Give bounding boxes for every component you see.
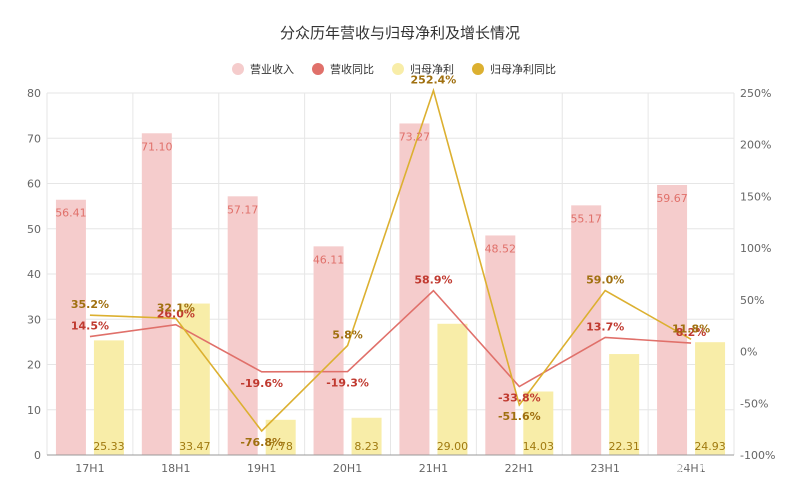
x-tick-label: 19H1	[247, 462, 276, 475]
x-tick-label: 22H1	[505, 462, 534, 475]
y-right-tick-label: -50%	[740, 397, 768, 410]
bar	[55, 199, 86, 455]
line-value-label: 14.5%	[71, 320, 109, 333]
bar	[265, 419, 296, 455]
lines	[89, 87, 692, 433]
series-line	[89, 87, 692, 433]
bar-value-label: 55.17	[570, 212, 602, 225]
line-value-label: 59.0%	[586, 274, 624, 287]
bar-value-label: 24.93	[694, 440, 726, 453]
bar-value-label: 14.03	[523, 440, 555, 453]
line-value-label: 5.8%	[332, 329, 363, 342]
x-tick-label: 17H1	[75, 462, 104, 475]
bar-value-label: 59.67	[656, 192, 688, 205]
y-right-tick-label: 50%	[740, 294, 764, 307]
line-value-label: 13.7%	[586, 320, 624, 333]
line-value-label: -76.8%	[240, 436, 283, 449]
legend-label: 归母净利同比	[490, 62, 556, 76]
y-right-tick-label: 200%	[740, 139, 771, 152]
line-value-label: -51.6%	[498, 410, 541, 423]
bar-value-label: 7.78	[268, 440, 293, 453]
legend-marker	[472, 63, 484, 75]
y-left-tick-label: 60	[27, 178, 41, 191]
bar	[695, 342, 726, 455]
watermark: 雪球：方木FM	[655, 462, 745, 478]
line-value-label: -33.8%	[498, 392, 541, 405]
bar	[93, 340, 124, 455]
bar	[399, 123, 430, 455]
line-value-label: 32.1%	[157, 301, 195, 314]
legend-label: 归母净利	[410, 62, 454, 76]
chart-title: 分众历年营收与归母净利及增长情况	[280, 24, 520, 42]
x-tick-label: 20H1	[333, 462, 362, 475]
y-right-tick-label: 150%	[740, 190, 771, 203]
legend-marker	[312, 63, 324, 75]
data-labels: 56.41 71.10 57.17 46.11 73.27 48.52 55.17 59.67…	[55, 74, 726, 453]
bar	[609, 354, 640, 455]
bar-value-label: 57.17	[227, 203, 259, 216]
bar	[485, 235, 516, 455]
bar-value-label: 22.31	[608, 440, 640, 453]
y-left-tick-label: 10	[27, 404, 41, 417]
line-value-label: 11.8%	[672, 322, 710, 335]
bar-value-label: 48.52	[485, 242, 517, 255]
line-value-label: 58.9%	[414, 274, 452, 287]
legend-marker	[232, 63, 244, 75]
line-value-label: 35.2%	[71, 298, 109, 311]
y-right-tick-label: 100%	[740, 242, 771, 255]
line-value-label: 8.2%	[676, 326, 707, 339]
bar	[351, 417, 382, 455]
bar	[141, 133, 172, 455]
y-right-tick-label: -100%	[740, 449, 775, 462]
legend-label: 营业收入	[250, 62, 294, 76]
y-left-tick-label: 70	[27, 132, 41, 145]
legend-label: 营收同比	[330, 62, 374, 76]
line-value-label: 26.0%	[157, 308, 195, 321]
axes: 0 10 20 30 40 50 60 70 80 -100% -50% 0% 50% 100% 150% 2…	[27, 87, 775, 475]
bar-value-label: 73.27	[399, 130, 431, 143]
bar-value-label: 56.41	[55, 207, 87, 220]
legend-marker	[392, 63, 404, 75]
y-right-tick-label: 0%	[740, 346, 757, 359]
y-left-tick-label: 20	[27, 359, 41, 372]
bar-value-label: 71.10	[141, 140, 173, 153]
bar	[657, 184, 688, 455]
bar-value-label: 33.47	[179, 440, 211, 453]
series-line	[89, 289, 692, 388]
y-left-tick-label: 40	[27, 268, 41, 281]
bar-value-label: 29.00	[437, 440, 469, 453]
bar	[179, 303, 210, 455]
y-left-tick-label: 30	[27, 313, 41, 326]
line-value-label: 252.4%	[411, 74, 457, 87]
bar	[523, 391, 554, 455]
bar	[437, 323, 468, 455]
x-tick-label: 18H1	[161, 462, 190, 475]
y-left-tick-label: 50	[27, 223, 41, 236]
y-left-tick-label: 0	[34, 449, 41, 462]
bar-value-label: 46.11	[313, 253, 345, 266]
bar-value-label: 8.23	[354, 440, 379, 453]
x-tick-label: 23H1	[591, 462, 620, 475]
bar	[313, 246, 344, 455]
line-value-label: -19.3%	[326, 377, 369, 390]
x-tick-label: 24H1	[676, 462, 705, 475]
legend: 营业收入 营收同比 归母净利 归母净利同比	[232, 62, 556, 76]
y-right-tick-label: 250%	[740, 87, 771, 100]
y-left-tick-label: 80	[27, 87, 41, 100]
x-tick-label: 21H1	[419, 462, 448, 475]
line-value-label: -19.6%	[240, 377, 283, 390]
bar-value-label: 25.33	[93, 440, 125, 453]
bar	[227, 196, 258, 455]
